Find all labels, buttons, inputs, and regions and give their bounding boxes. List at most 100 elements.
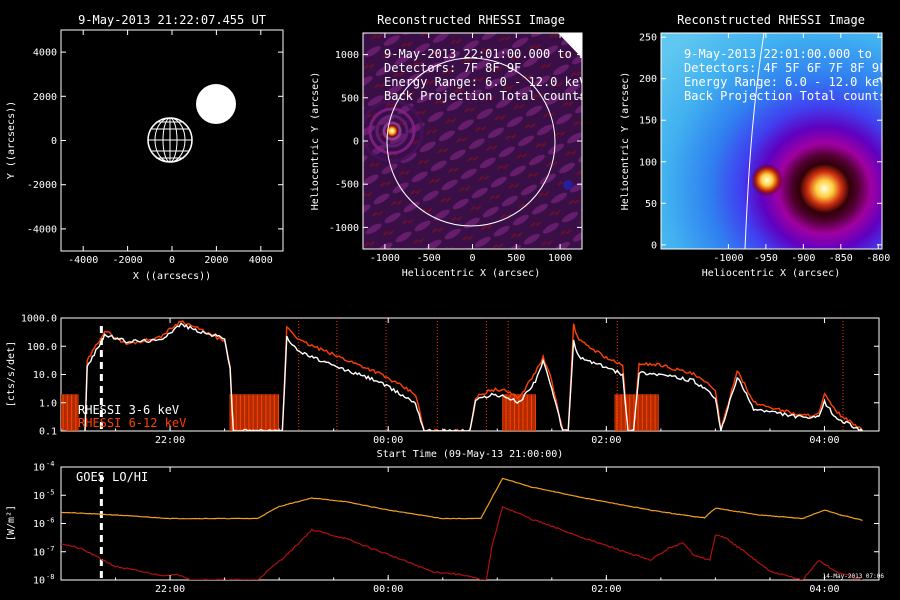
image1-info-line: Energy Range: 6.0 - 12.0 keV (384, 75, 586, 89)
image1-ylabel: Heliocentric Y (arcsec) (310, 72, 321, 210)
image2-info-line: Detectors: 4F 5F 6F 7F 8F 9F (684, 61, 886, 75)
rhessi-image-1-panel: Reconstructed RHESSI Image 9-May-2013 22… (310, 13, 651, 279)
goes-panel: 22:00 00:00 02:00 04:0010-410-510-610-710-8… (6, 460, 884, 595)
image2-xtick-label: -950 (754, 253, 778, 264)
orbit-xtick-label: -4000 (68, 255, 98, 266)
lightcurve-xtick-label: 02:00 (591, 435, 621, 446)
goes-timestamp: 14-May-2013 07:06 (823, 573, 885, 580)
image1-xtick-label: 0 (469, 253, 475, 264)
orbit-panel: 9-May-2013 21:22:07.455 UT -4000 -2000 0 20… (6, 13, 284, 282)
image2-ytick-label: 0 (651, 240, 657, 251)
lightcurve-xlabel: Start Time (09-May-13 21:00:00) (377, 449, 564, 460)
lightcurve-xtick-label: 04:00 (809, 435, 839, 446)
image2-flare-source (751, 164, 783, 196)
goes-ytick-exponent: -7 (46, 545, 54, 553)
legend-low-energy: RHESSI 3-6 keV (78, 403, 179, 417)
image1-info-line: Detectors: 7F 8F 9F (384, 61, 521, 75)
image2-xtick-label: -800 (866, 253, 890, 264)
lightcurve-ylabel: [cts/s/det] (6, 341, 17, 407)
goes-ytick-exponent: -6 (46, 517, 54, 525)
orbit-xtick-label: 4000 (249, 255, 273, 266)
orbit-ytick-label: 2000 (33, 92, 57, 103)
series-rhessi-3-6-kev (84, 322, 864, 431)
goes-xtick-label: 22:00 (155, 584, 185, 595)
image1-ytick-label: -1000 (329, 223, 359, 234)
image2-heatmap (661, 33, 882, 249)
rhessi-lightcurve-panel: 22:00 00:00 02:00 04:00 1000.0 100.0 10.0 1.0 0.… (6, 314, 880, 460)
image2-title: Reconstructed RHESSI Image (677, 13, 865, 27)
orbit-xtick-label: 2000 (204, 255, 228, 266)
image1-solar-limb (386, 57, 556, 227)
goes-xtick-label: 04:00 (809, 584, 839, 595)
orbit-ytick-label: -4000 (27, 224, 57, 235)
lightcurve-ytick-label: 10.0 (33, 370, 57, 381)
image1-xlabel: Heliocentric X (arcsec) (402, 268, 540, 279)
goes-ytick-label: 10 (33, 547, 45, 558)
orbit-xtick-label: 0 (169, 255, 175, 266)
series-rhessi-6-12-kev (84, 320, 864, 431)
orbit-title: 9-May-2013 21:22:07.455 UT (78, 13, 266, 27)
goes-label: GOES LO/HI (76, 470, 148, 484)
goes-ytick-exponent: -4 (46, 460, 54, 468)
image2-solar-limb (744, 33, 765, 249)
image2-info-line: 9-May-2013 22:01:00.000 to (684, 47, 872, 61)
orbit-ytick-label: -2000 (27, 180, 57, 191)
goes-ytick-label: 10 (33, 491, 45, 502)
goes-ylabel: [W/m²] (6, 505, 17, 541)
image1-ytick-label: 1000 (335, 50, 359, 61)
image2-xtick-label: -900 (791, 253, 815, 264)
goes-ytick-label: 10 (33, 463, 45, 474)
image1-ytick-label: 500 (341, 93, 359, 104)
image2-ytick-label: 50 (645, 199, 657, 210)
goes-ytick-exponent: -8 (46, 573, 54, 581)
moon-disk (196, 84, 236, 124)
image2-ytick-label: 250 (639, 33, 657, 44)
goes-xtick-label: 02:00 (591, 584, 621, 595)
image1-info-line: Back Projection Total counts: 8.38E+0 (384, 89, 651, 103)
image2-ytick-label: 200 (639, 74, 657, 85)
image1-xtick-label: -500 (417, 253, 441, 264)
lightcurve-axes-box (60, 317, 880, 432)
lightcurve-xtick-label: 22:00 (155, 435, 185, 446)
image2-info-line: Back Projection Total counts: (684, 89, 894, 103)
goes-axes-box (60, 466, 880, 581)
goes-xtick-label: 00:00 (373, 584, 403, 595)
image2-xtick-label: -850 (829, 253, 853, 264)
image2-axes-box (660, 32, 883, 250)
image1-info-line: 9-May-2013 22:01:00.000 to 22:02:00 (384, 47, 637, 61)
image2-ylabel: Heliocentric Y (arcsec) (620, 72, 631, 210)
sun-grid-circle (147, 117, 193, 163)
image1-ytick-label: -500 (335, 180, 359, 191)
goes-ytick-label: 10 (33, 519, 45, 530)
image1-corner-wedge (558, 33, 582, 58)
image1-rings (363, 99, 424, 163)
legend-high-energy: RHESSI 6-12 keV (78, 416, 186, 430)
lightcurve-ytick-label: 1000.0 (21, 314, 57, 325)
lightcurve-xtick-label: 00:00 (373, 435, 403, 446)
image2-xlabel: Heliocentric X (arcsec) (702, 268, 840, 279)
lightcurve-ytick-label: 1.0 (39, 398, 57, 409)
image1-xtick-label: 500 (507, 253, 525, 264)
goes-ytick-exponent: -5 (46, 488, 54, 496)
image2-ytick-label: 100 (639, 157, 657, 168)
lightcurve-ytick-label: 0.1 (39, 427, 57, 438)
image1-heatmap (363, 33, 582, 249)
orbit-xtick-label: -2000 (113, 255, 143, 266)
orbit-ytick-label: 0 (51, 136, 57, 147)
orbit-xlabel: X ((arcsecs)) (133, 271, 211, 282)
image2-ytick-label: 150 (639, 116, 657, 127)
series-goes-lo (61, 477, 863, 521)
orbit-ylabel: Y ((arcsecs)) (6, 101, 17, 179)
image2-xtick-label: -1000 (713, 253, 743, 264)
image2-info-line: Energy Range: 6.0 - 12.0 keV (684, 75, 886, 89)
rhessi-image-2-panel: Reconstructed RHESSI Image 9-May-2013 22… (620, 13, 894, 279)
image1-xtick-label: 1000 (548, 253, 572, 264)
series-goes-hi (61, 506, 863, 580)
orbit-ytick-label: 4000 (33, 48, 57, 59)
image1-xtick-label: -1000 (370, 253, 400, 264)
image1-title: Reconstructed RHESSI Image (377, 13, 565, 27)
lightcurve-ytick-label: 100.0 (27, 342, 57, 353)
goes-ytick-label: 10 (33, 576, 45, 587)
image1-ytick-label: 0 (353, 137, 359, 148)
